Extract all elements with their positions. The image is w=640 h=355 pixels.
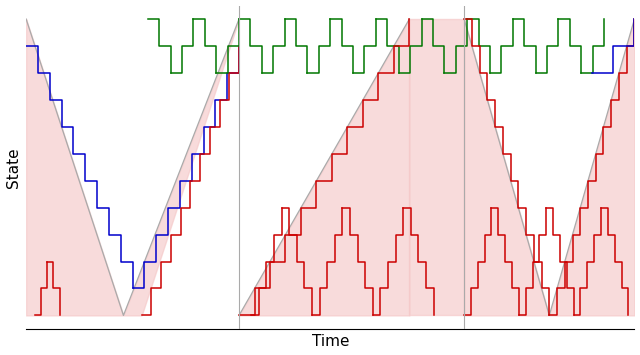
Y-axis label: State: State bbox=[6, 147, 20, 187]
X-axis label: Time: Time bbox=[312, 334, 349, 349]
